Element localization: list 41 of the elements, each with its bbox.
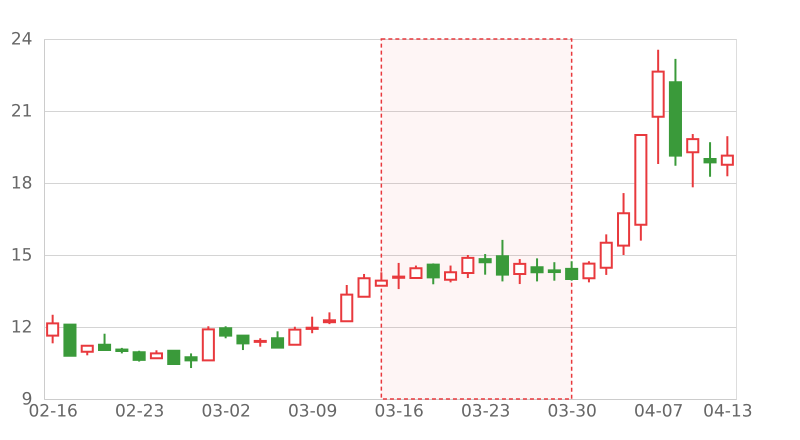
candlestick <box>426 262 440 286</box>
candlestick <box>80 344 94 356</box>
x-tick-label: 03-30 <box>547 402 597 422</box>
candlestick <box>184 352 198 370</box>
x-tick-label: 03-02 <box>201 402 251 422</box>
candlestick <box>219 325 232 340</box>
candlestick <box>565 260 578 282</box>
x-tick-label: 03-16 <box>374 402 424 422</box>
y-tick-label: 24 <box>10 30 32 50</box>
candlestick <box>444 264 458 284</box>
candlestick <box>167 350 180 365</box>
candlestick <box>358 272 371 298</box>
y-tick-label: 15 <box>10 246 32 266</box>
candlestick <box>704 141 717 178</box>
candlestick <box>46 314 60 344</box>
candlestick <box>374 271 388 288</box>
candlestick <box>306 316 319 334</box>
candlestick <box>548 261 561 282</box>
x-tick-label: 02-23 <box>114 402 164 422</box>
candlestick <box>392 262 406 290</box>
candlestick <box>322 311 336 326</box>
candlestick <box>530 257 544 282</box>
y-tick-label: 18 <box>10 174 32 194</box>
candlestick <box>496 238 509 282</box>
x-tick-label: 04-07 <box>634 402 684 422</box>
x-tick-label: 03-09 <box>288 402 338 422</box>
candlestick <box>720 135 734 178</box>
y-tick-label: 21 <box>10 102 32 122</box>
candlestick <box>409 264 422 280</box>
candlestick <box>461 254 474 280</box>
x-tick-label: 04-13 <box>703 402 753 422</box>
candlestick <box>236 334 250 352</box>
candlestick <box>288 326 302 346</box>
candlestick <box>582 260 596 284</box>
y-tick-label: 12 <box>10 318 32 338</box>
x-tick-label: 03-23 <box>460 402 510 422</box>
candlestick <box>478 253 492 276</box>
candlestick <box>271 330 284 349</box>
candlestick <box>686 133 700 188</box>
candlestick <box>513 258 526 286</box>
candlestick <box>98 332 112 352</box>
